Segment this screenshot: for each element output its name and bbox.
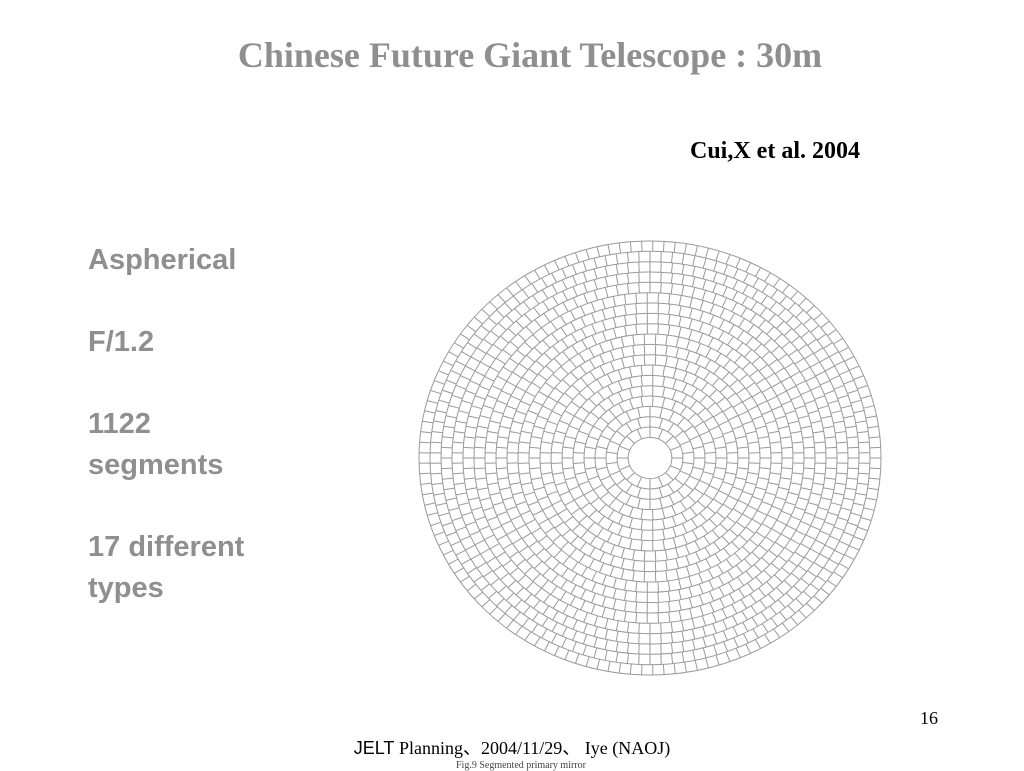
- citation: Cui,X et al. 2004: [690, 138, 860, 164]
- footer-brand: JELT: [353, 738, 395, 758]
- spec-segments-count: 1122: [88, 408, 151, 440]
- page-number: 16: [920, 708, 938, 728]
- segmented-mirror-diagram: [418, 240, 882, 676]
- spec-types-line2: types: [88, 572, 164, 604]
- spec-types-line1: 17 different: [88, 531, 245, 563]
- spec-aspherical: Aspherical: [88, 244, 237, 276]
- slide-title: Chinese Future Giant Telescope : 30m: [237, 35, 823, 75]
- footer: JELT Planning、2004/11/29、 Iye (NAOJ): [0, 734, 1024, 760]
- spec-segments-word: segments: [88, 449, 224, 481]
- spec-focal-ratio: F/1.2: [88, 326, 155, 358]
- spec-list: Aspherical F/1.2 1122 segments 17 differ…: [88, 240, 244, 609]
- footer-text: Planning、2004/11/29、 Iye (NAOJ): [394, 738, 671, 758]
- figure-caption: Fig.9 Segmented primary mirror: [456, 760, 586, 771]
